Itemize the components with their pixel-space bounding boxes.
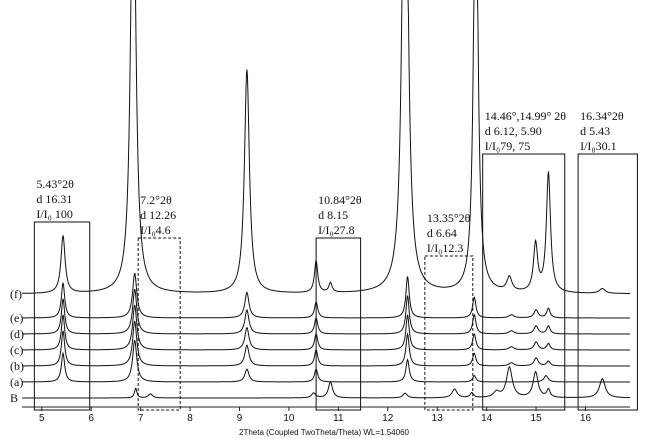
trace-B — [22, 366, 630, 399]
annotation-text: 5.43°2θ — [36, 177, 74, 191]
annotation-text: 10.84°2θ — [318, 193, 362, 207]
trace-c — [22, 304, 630, 351]
trace-label: (f) — [10, 287, 22, 301]
x-tick-label: 5 — [39, 413, 45, 424]
x-axis-label: 2Theta (Coupled TwoTheta/Theta) WL=1.540… — [239, 428, 410, 437]
peak-annotations: 5.43°2θd 16.31I/I₀ 100 7.2°2θd 12.26I/I₀4… — [36, 109, 624, 255]
x-axis: 5 6 7 8 9 10 11 12 13 14 15 16 — [22, 406, 630, 424]
x-tick-label: 16 — [580, 413, 592, 424]
annotation-text: d 6.64 — [427, 226, 457, 240]
annotation-text: 13.35°2θ — [427, 211, 471, 225]
trace-e — [22, 272, 630, 319]
x-tick-label: 12 — [382, 413, 394, 424]
annotation-text: I/I₀30.1 — [580, 139, 617, 153]
trace-label: (b) — [10, 359, 24, 373]
annotation-text: d 6.12, 5.90 — [485, 124, 542, 138]
x-tick-label: 10 — [283, 413, 295, 424]
annotation-text: 14.46°,14.99° 2θ — [485, 109, 567, 123]
trace-label: (c) — [10, 343, 23, 357]
trace-a — [22, 339, 630, 383]
annotation-text: d 12.26 — [140, 208, 176, 222]
x-tick-label: 14 — [481, 413, 493, 424]
x-tick-label: 11 — [333, 413, 344, 424]
trace-labels: B (a) (b) (c) (d) (e) (f) — [10, 287, 24, 405]
annotation-box — [482, 153, 566, 411]
x-tick-label: 9 — [237, 413, 243, 424]
annotation-text: d 8.15 — [318, 208, 348, 222]
trace-f — [21, 0, 630, 294]
xrd-traces — [21, 0, 630, 399]
x-tick-label: 6 — [88, 413, 94, 424]
annotation-text: d 16.31 — [36, 192, 72, 206]
trace-d — [22, 288, 630, 335]
annotation-text: d 5.43 — [580, 124, 610, 138]
x-tick-label: 7 — [138, 413, 144, 424]
trace-label: B — [10, 391, 18, 405]
trace-label: (a) — [10, 375, 23, 389]
annotation-box — [33, 221, 91, 411]
annotation-boxes — [33, 153, 638, 411]
annotation-box — [315, 237, 362, 411]
annotation-text: I/I₀27.8 — [318, 223, 355, 237]
annotation-text: 7.2°2θ — [140, 193, 172, 207]
annotation-text: I/I₀4.6 — [140, 223, 171, 237]
x-tick-label: 13 — [432, 413, 444, 424]
x-tick-label: 15 — [531, 413, 543, 424]
trace-label: (d) — [10, 327, 24, 341]
trace-label: (e) — [10, 311, 23, 325]
annotation-text: I/I₀79, 75 — [485, 139, 531, 153]
annotation-text: I/I₀12.3 — [427, 241, 464, 255]
annotation-box — [137, 237, 181, 411]
x-axis-ticks: 5 6 7 8 9 10 11 12 13 14 15 16 — [39, 407, 592, 424]
annotation-text: I/I₀ 100 — [36, 207, 73, 221]
annotation-text: 16.34°2θ — [580, 109, 624, 123]
annotation-box — [577, 153, 638, 411]
x-tick-label: 8 — [187, 413, 193, 424]
trace-b — [22, 320, 630, 367]
